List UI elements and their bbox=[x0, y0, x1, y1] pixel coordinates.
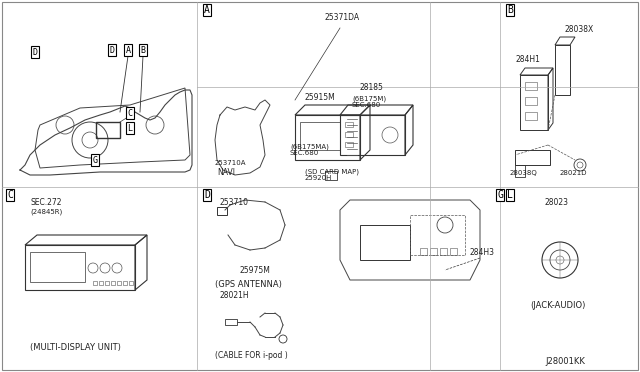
Bar bbox=[217, 207, 227, 215]
Text: G: G bbox=[497, 190, 503, 200]
Text: NAVI: NAVI bbox=[217, 168, 235, 177]
Text: 284H1: 284H1 bbox=[516, 55, 541, 64]
Text: A: A bbox=[125, 45, 131, 55]
Text: B: B bbox=[141, 45, 145, 55]
Bar bbox=[515, 150, 550, 165]
Bar bbox=[117, 281, 121, 285]
Bar bbox=[129, 281, 133, 285]
Text: SEC.680: SEC.680 bbox=[352, 102, 381, 108]
Text: D: D bbox=[33, 48, 38, 57]
Text: 25371DA: 25371DA bbox=[325, 13, 360, 22]
Bar bbox=[345, 122, 353, 127]
Text: (6B175M): (6B175M) bbox=[352, 95, 386, 102]
Bar bbox=[93, 281, 97, 285]
Text: J28001KK: J28001KK bbox=[545, 357, 585, 366]
Text: (MULTI-DISPLAY UNIT): (MULTI-DISPLAY UNIT) bbox=[30, 343, 121, 352]
Text: C: C bbox=[7, 190, 13, 200]
Text: 28038X: 28038X bbox=[565, 25, 595, 34]
Text: SEC.680: SEC.680 bbox=[290, 150, 319, 156]
Text: 28023: 28023 bbox=[545, 198, 569, 207]
Bar bbox=[99, 281, 103, 285]
Bar bbox=[345, 142, 353, 147]
Bar bbox=[410, 215, 465, 255]
Text: L: L bbox=[127, 124, 132, 132]
Text: 284H3: 284H3 bbox=[470, 248, 495, 257]
Text: A: A bbox=[204, 5, 210, 15]
Bar bbox=[525, 97, 537, 105]
Text: 25975M: 25975M bbox=[240, 266, 271, 275]
Bar bbox=[525, 112, 537, 120]
Text: 253710A: 253710A bbox=[215, 160, 246, 166]
Bar bbox=[345, 132, 353, 137]
Bar bbox=[420, 248, 427, 255]
Text: D: D bbox=[204, 190, 210, 200]
Bar bbox=[123, 281, 127, 285]
Text: 253710: 253710 bbox=[220, 198, 249, 207]
Bar bbox=[325, 171, 337, 180]
Bar bbox=[360, 225, 410, 260]
Bar bbox=[111, 281, 115, 285]
Text: 28185: 28185 bbox=[360, 83, 384, 92]
Text: 28038Q: 28038Q bbox=[510, 170, 538, 176]
Bar bbox=[300, 122, 340, 150]
Text: (GPS ANTENNA): (GPS ANTENNA) bbox=[215, 280, 282, 289]
Text: (6B175MA): (6B175MA) bbox=[290, 143, 329, 150]
Bar bbox=[30, 252, 85, 282]
Text: L: L bbox=[507, 190, 513, 200]
Bar bbox=[440, 248, 447, 255]
Bar bbox=[225, 319, 237, 325]
Text: 25915M: 25915M bbox=[305, 93, 336, 102]
Text: (24845R): (24845R) bbox=[30, 208, 62, 215]
Text: (SD CARD MAP): (SD CARD MAP) bbox=[305, 168, 359, 174]
Text: B: B bbox=[507, 5, 513, 15]
Text: 28021H: 28021H bbox=[220, 291, 250, 300]
Bar bbox=[96, 122, 120, 138]
Bar bbox=[105, 281, 109, 285]
Text: (JACK-AUDIO): (JACK-AUDIO) bbox=[530, 301, 586, 310]
Text: SEC.272: SEC.272 bbox=[30, 198, 61, 207]
Text: C: C bbox=[127, 109, 132, 118]
Text: G: G bbox=[93, 155, 97, 164]
Bar bbox=[430, 248, 437, 255]
Bar bbox=[525, 82, 537, 90]
Text: (CABLE FOR i-pod ): (CABLE FOR i-pod ) bbox=[215, 351, 288, 360]
Bar bbox=[515, 165, 525, 177]
Text: 25920H: 25920H bbox=[305, 175, 332, 181]
Bar bbox=[450, 248, 457, 255]
Text: D: D bbox=[109, 45, 115, 55]
Text: 28021D: 28021D bbox=[560, 170, 588, 176]
